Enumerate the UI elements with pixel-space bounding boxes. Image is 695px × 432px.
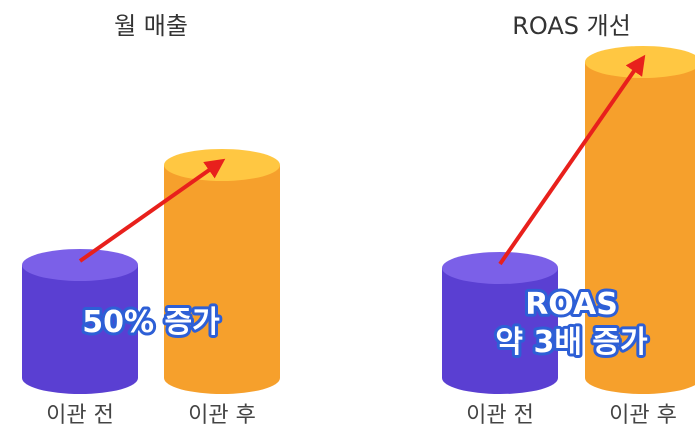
cylinder [442, 252, 558, 394]
category-label: 이관 전 [46, 403, 114, 428]
infographic: 월 매출이관 전 이관 후 50% 증가 ROAS 개선이관 전 이관 후 ROAS약 3… [0, 0, 695, 432]
cylinder-top [164, 149, 280, 181]
annotation: 50% 증가 [82, 305, 220, 340]
cylinder-top [22, 249, 138, 281]
annotation: 약 3배 증가 [495, 325, 648, 360]
chart-title: ROAS 개선 [512, 12, 631, 40]
category-label: 이관 후 [188, 403, 256, 428]
cylinder-top [442, 252, 558, 284]
cylinder [164, 149, 280, 394]
annotation: ROAS [525, 287, 618, 322]
category-label: 이관 전 [466, 403, 534, 428]
category-label: 이관 후 [609, 403, 677, 428]
chart-title: 월 매출 [114, 12, 188, 40]
cylinder-body [164, 165, 280, 394]
